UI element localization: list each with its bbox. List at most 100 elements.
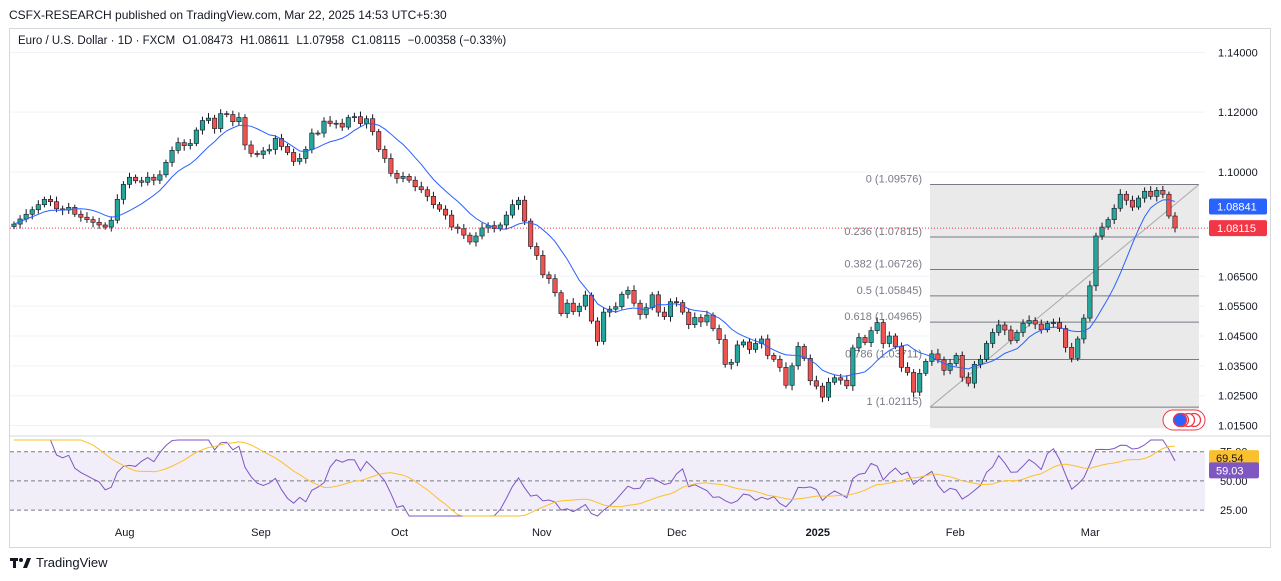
candle-down-body <box>1057 322 1063 329</box>
candle <box>370 114 376 136</box>
fib-retracement-area <box>930 184 1199 429</box>
candle <box>126 172 132 189</box>
candle-down-body <box>1002 324 1008 331</box>
candle-down-body <box>139 180 145 183</box>
candle-up-body <box>157 174 163 181</box>
candle <box>169 146 175 167</box>
candle-up-body <box>1136 197 1142 208</box>
candle-up-body <box>497 224 503 229</box>
candle-up-body <box>120 184 126 200</box>
candle <box>175 137 181 154</box>
candle <box>558 290 564 317</box>
candle <box>120 181 126 205</box>
candle-up-body <box>692 317 698 325</box>
candle-up-body <box>1050 322 1056 324</box>
candle <box>929 350 935 366</box>
candle-up-body <box>601 311 607 342</box>
candle <box>941 356 947 376</box>
candle-down-body <box>1032 320 1038 325</box>
candle <box>1166 191 1172 219</box>
high-value: H1.08611 <box>240 35 290 47</box>
candle-down-body <box>777 358 783 368</box>
candle <box>716 324 722 345</box>
candle-down-body <box>339 122 345 128</box>
candle <box>917 368 923 396</box>
candle-down-body <box>807 358 813 382</box>
candle <box>376 128 382 153</box>
candle <box>844 375 850 390</box>
candle-down-body <box>801 346 807 359</box>
candle-up-body <box>309 132 315 150</box>
time-axis-label: Dec <box>667 527 687 539</box>
candle <box>351 112 357 123</box>
candle-down-body <box>424 189 430 197</box>
candle <box>911 369 917 398</box>
candle <box>625 286 631 299</box>
candle <box>303 146 309 164</box>
candle-down-body <box>710 314 716 329</box>
candle-down-body <box>1166 193 1172 217</box>
candle-up-body <box>1075 338 1081 359</box>
candle <box>1008 325 1014 345</box>
candle-down-body <box>935 353 941 361</box>
candle <box>850 344 856 391</box>
candle <box>443 205 449 220</box>
candle <box>193 127 199 147</box>
candle <box>582 290 588 311</box>
symbol-name[interactable]: Euro / U.S. Dollar · 1D · FXCM <box>18 35 176 47</box>
candle-up-body <box>984 343 990 360</box>
candle <box>327 116 333 127</box>
candle <box>278 133 284 151</box>
candle-up-body <box>345 117 351 128</box>
ma-price-tag <box>1209 198 1267 215</box>
candle <box>151 173 157 186</box>
candle-up-body <box>874 322 880 331</box>
candle <box>813 375 819 390</box>
candle-up-body <box>516 199 522 205</box>
candle-up-body <box>947 363 953 371</box>
candle-up-body <box>41 199 47 205</box>
candle <box>789 362 795 391</box>
candle-down-body <box>72 207 78 215</box>
candle-down-body <box>357 116 363 124</box>
candle <box>449 210 455 231</box>
candle <box>266 144 272 155</box>
candle-down-body <box>90 219 96 223</box>
candle <box>133 174 139 184</box>
candle-up-body <box>613 306 619 310</box>
price-axis-label: 1.12000 <box>1218 107 1258 119</box>
rsi-value-tag-label: 59.03 <box>1216 465 1244 477</box>
open-value: O1.08473 <box>182 35 233 47</box>
candle <box>145 172 151 186</box>
candle-up-body <box>856 337 862 349</box>
fib-level-label: 0.5 (1.05845) <box>857 285 922 297</box>
candle <box>898 342 904 372</box>
candle-up-body <box>266 149 272 152</box>
candle <box>637 299 643 320</box>
candle <box>1111 204 1117 225</box>
candle <box>728 358 734 370</box>
candle-up-body <box>1142 190 1148 199</box>
candle <box>108 216 114 232</box>
event-flag-icon <box>1172 412 1188 428</box>
candle <box>655 290 661 317</box>
candle-down-body <box>285 146 291 153</box>
candle <box>856 333 862 352</box>
candle-up-body <box>1020 322 1026 333</box>
candle-up-body <box>145 176 151 183</box>
candle <box>540 250 546 279</box>
candle <box>1117 189 1123 212</box>
low-value: L1.07958 <box>296 35 345 47</box>
candle-down-body <box>242 117 248 146</box>
candle <box>291 148 297 166</box>
candle-up-body <box>1099 226 1105 237</box>
candle <box>595 317 601 346</box>
candle <box>674 297 680 307</box>
candle <box>333 119 339 129</box>
candle-up-body <box>364 118 370 124</box>
current-price-tag <box>1209 220 1267 237</box>
candle <box>1093 232 1099 291</box>
candle-up-body <box>1081 317 1087 340</box>
candle <box>139 176 145 187</box>
